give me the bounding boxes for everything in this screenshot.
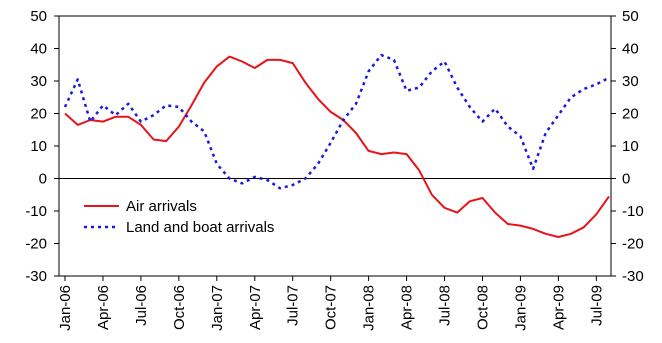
left-tick-label: 40	[30, 41, 47, 58]
x-tick-label: Jul-06	[133, 285, 150, 326]
legend-label-air: Air arrivals	[126, 198, 197, 215]
right-tick-label: -30	[622, 268, 644, 285]
x-tick-label: Jan-09	[512, 285, 529, 331]
x-tick-label: Apr-08	[399, 285, 416, 330]
left-tick-label: 30	[30, 73, 47, 90]
left-axis-tick-labels: -30 -20 -10 0 10 20 30 40 50	[25, 8, 47, 285]
x-tick-label: Apr-07	[247, 285, 264, 330]
series-line-land-boat-arrivals	[63, 53, 610, 190]
left-tick-label: 0	[39, 171, 47, 188]
right-tick-label: 0	[622, 171, 630, 188]
x-tick-label: Apr-06	[95, 285, 112, 330]
right-tick-label: 20	[622, 106, 639, 123]
x-tick-label: Jan-08	[361, 285, 378, 331]
x-tick-label: Jul-07	[285, 285, 302, 326]
left-tick-label: -20	[25, 236, 47, 253]
right-tick-label: -20	[622, 236, 644, 253]
series-line-air-arrivals	[64, 55, 610, 238]
right-tick-label: 10	[622, 138, 639, 155]
right-tick-label: -10	[622, 203, 644, 220]
left-tick-label: -30	[25, 268, 47, 285]
series-layer	[63, 53, 610, 238]
x-tick-label: Jul-09	[588, 285, 605, 326]
x-tick-label: Jan-06	[57, 285, 74, 331]
x-axis-tick-labels: Jan-06 Apr-06 Jul-06 Oct-06 Jan-07 Apr-07 Jul-…	[57, 285, 605, 331]
x-tick-label: Oct-06	[171, 285, 188, 330]
left-tick-label: 20	[30, 106, 47, 123]
right-tick-label: 40	[622, 41, 639, 58]
x-tick-label: Jan-07	[209, 285, 226, 331]
x-tick-label: Apr-09	[550, 285, 567, 330]
right-axis-tick-labels: -30 -20 -10 0 10 20 30 40 50	[622, 8, 644, 285]
x-tick-label: Oct-07	[323, 285, 340, 330]
left-tick-label: -10	[25, 203, 47, 220]
x-tick-label: Jul-08	[437, 285, 454, 326]
legend: Air arrivals Land and boat arrivals	[84, 198, 274, 236]
plot-frame	[58, 15, 612, 277]
left-tick-label: 50	[30, 8, 47, 25]
legend-label-land-boat: Land and boat arrivals	[126, 219, 274, 236]
chart-axes	[54, 15, 616, 281]
right-tick-label: 30	[622, 73, 639, 90]
left-tick-label: 10	[30, 138, 47, 155]
right-tick-label: 50	[622, 8, 639, 25]
x-tick-label: Oct-08	[474, 285, 491, 330]
